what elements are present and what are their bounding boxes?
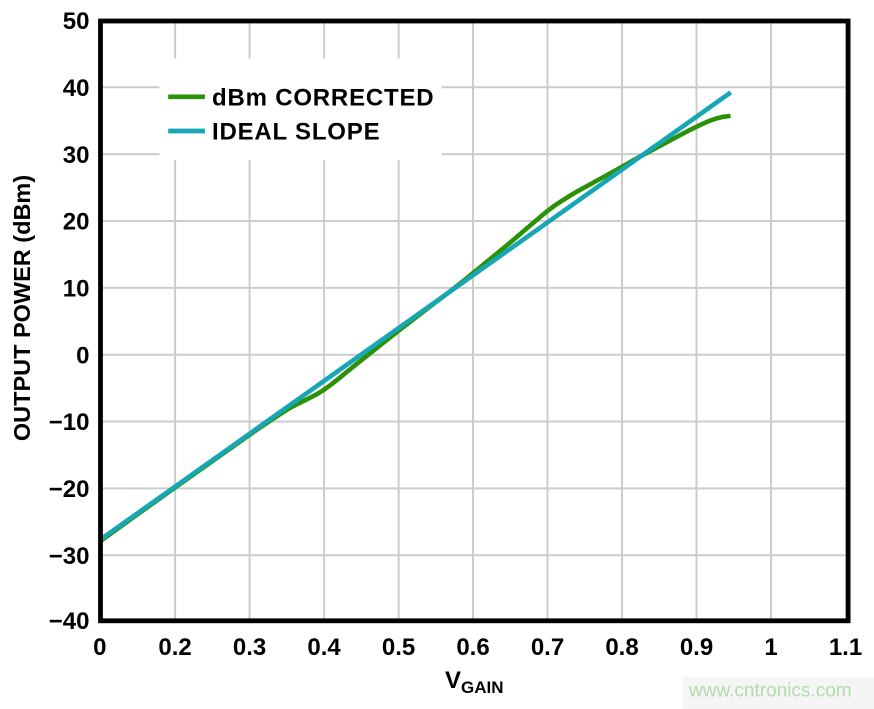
svg-text:−30: −30 — [49, 543, 90, 570]
svg-text:0.5: 0.5 — [382, 634, 415, 661]
svg-text:0.6: 0.6 — [456, 634, 489, 661]
svg-text:0.9: 0.9 — [680, 634, 713, 661]
svg-text:1: 1 — [764, 634, 777, 661]
svg-text:20: 20 — [63, 209, 90, 236]
svg-text:www.cntronics.com: www.cntronics.com — [688, 681, 852, 702]
svg-text:0.4: 0.4 — [307, 634, 341, 661]
svg-text:0.8: 0.8 — [605, 634, 638, 661]
svg-text:0: 0 — [76, 342, 89, 369]
svg-text:dBm CORRECTED: dBm CORRECTED — [212, 85, 434, 112]
svg-text:0.7: 0.7 — [531, 634, 564, 661]
svg-text:IDEAL SLOPE: IDEAL SLOPE — [212, 119, 380, 146]
svg-text:0.3: 0.3 — [233, 634, 266, 661]
svg-text:30: 30 — [63, 142, 90, 169]
svg-text:0: 0 — [93, 634, 106, 661]
svg-text:0.2: 0.2 — [158, 634, 191, 661]
svg-text:1.1: 1.1 — [829, 634, 862, 661]
svg-text:40: 40 — [63, 75, 90, 102]
svg-text:−10: −10 — [49, 409, 90, 436]
svg-text:50: 50 — [63, 8, 90, 35]
svg-text:10: 10 — [63, 276, 90, 303]
svg-text:−20: −20 — [49, 476, 90, 503]
svg-text:−40: −40 — [49, 608, 90, 635]
svg-text:OUTPUT POWER (dBm): OUTPUT POWER (dBm) — [9, 175, 35, 441]
